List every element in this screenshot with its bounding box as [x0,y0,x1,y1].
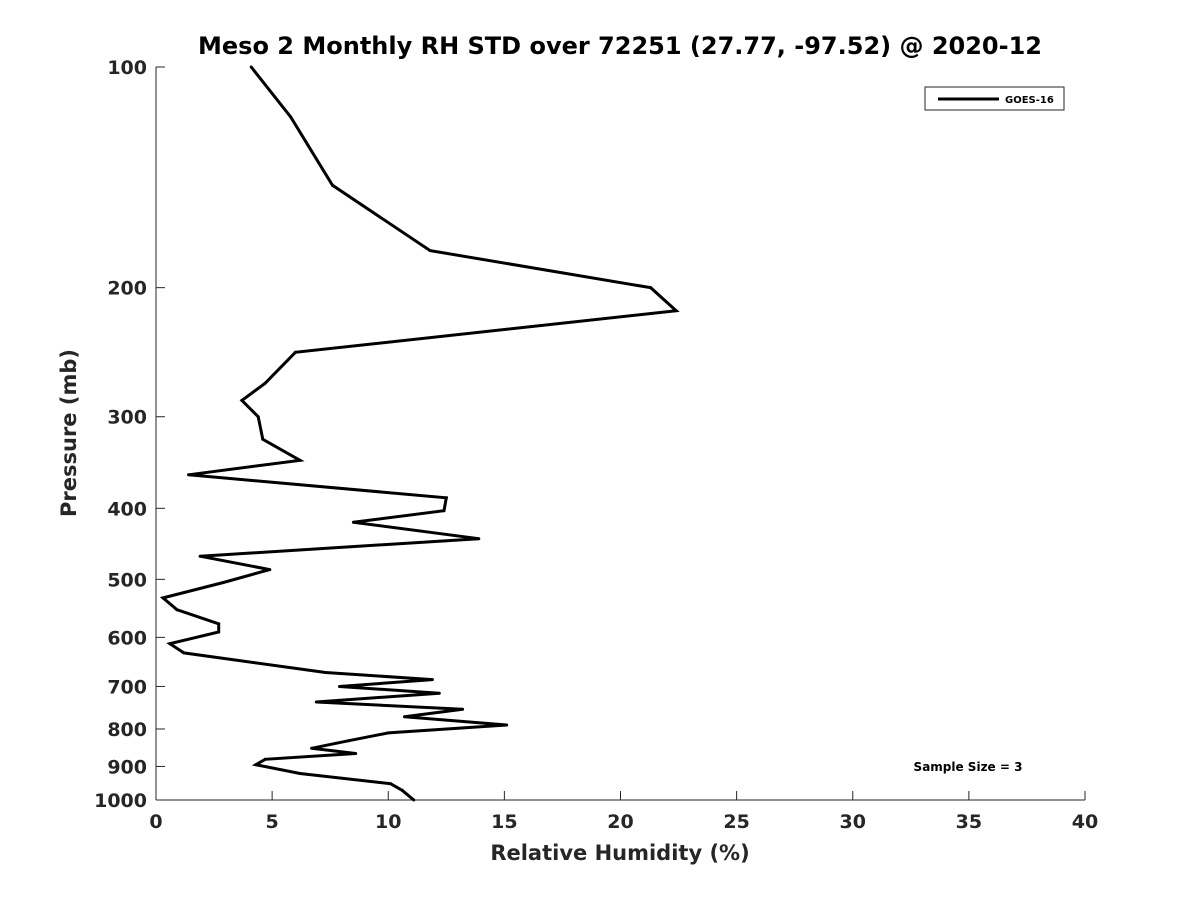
x-tick-label: 10 [375,811,401,833]
data-point [217,630,221,634]
chart-title: Meso 2 Monthly RH STD over 72251 (27.77,… [198,32,1042,60]
data-point [168,642,172,646]
x-tick-label: 40 [1072,811,1098,833]
data-point [428,249,432,253]
data-point [461,707,465,711]
x-tick-label: 20 [607,811,633,833]
data-point [430,678,434,682]
data-point [351,520,355,524]
data-point [217,622,221,626]
data-point [324,671,327,674]
data-point [386,731,390,735]
y-tick-label: 1000 [94,790,147,812]
data-point [298,458,302,462]
x-tick-label: 35 [956,811,982,833]
x-axis-label: Relative Humidity (%) [490,841,749,865]
data-point [354,752,358,755]
data-point [389,782,393,786]
data-point [187,473,190,477]
data-point [261,437,265,441]
data-point [268,568,272,572]
data-point [254,763,258,767]
x-tick-label: 5 [266,811,279,833]
data-point [412,798,416,802]
data-point [444,496,448,500]
x-ticks: 0 5 10 15 20 25 30 35 40 [149,791,1098,833]
data-point [403,715,406,719]
data-point [198,554,202,558]
data-point [289,115,293,119]
y-axis-label: Pressure (mb) [57,349,81,517]
series-line-goes-16 [159,66,680,802]
y-tick-label: 700 [107,676,147,698]
legend-label: GOES-16 [1005,95,1054,106]
data-point [175,608,179,612]
y-tick-label: 100 [107,57,147,79]
y-tick-label: 300 [107,407,147,429]
data-point [331,183,334,187]
data-point [505,723,509,727]
data-point [221,581,225,584]
data-point [674,309,678,313]
data-point [161,596,165,600]
sample-size-annotation: Sample Size = 3 [914,760,1023,774]
data-point [249,65,253,69]
legend: GOES-16 [924,86,1065,111]
x-tick-label: 30 [840,811,866,833]
data-point [240,398,244,402]
data-point [263,381,267,385]
y-tick-label: 900 [107,756,147,778]
data-point [477,537,481,541]
y-ticks: 100 200 300 400 500 600 700 800 900 1000 [94,57,165,812]
data-point [442,509,446,513]
x-tick-label: 0 [149,811,162,833]
data-point [263,757,267,761]
data-point [310,746,314,750]
y-tick-label: 400 [107,498,147,520]
x-tick-label: 25 [723,811,749,833]
y-tick-label: 600 [107,627,147,649]
data-point [338,685,341,688]
series-points [161,65,678,802]
data-point [400,788,404,792]
data-point [437,691,441,695]
data-point [182,651,186,655]
y-tick-label: 200 [107,278,147,300]
y-tick-label: 800 [107,719,147,741]
y-tick-label: 500 [107,569,147,591]
data-point [256,415,260,419]
data-point [293,350,297,354]
data-point [298,772,302,775]
x-tick-label: 15 [491,811,517,833]
data-point [314,700,318,704]
data-point [649,286,653,290]
data-point [347,739,351,743]
